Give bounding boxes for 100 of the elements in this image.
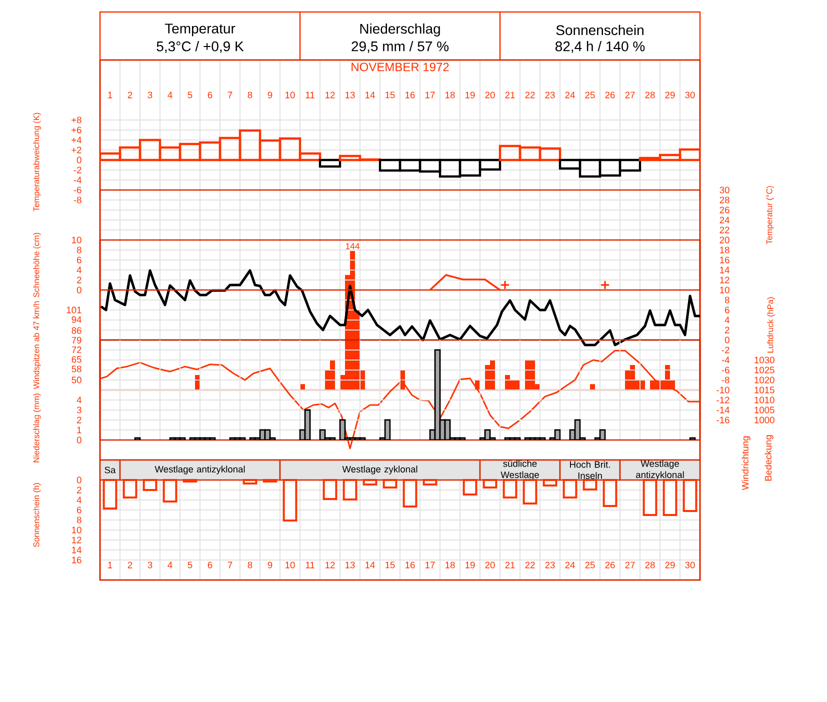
- y-tick-label: 2: [77, 416, 82, 424]
- y-tick-label: 0: [76, 436, 82, 444]
- x-tick-label: 22: [525, 562, 535, 568]
- bar: [462, 478, 478, 496]
- y-axis-title: Niederschlag (mm): [33, 394, 41, 462]
- y-tick-label: 79: [72, 336, 82, 344]
- text: 82,4 h / 140 %: [555, 41, 645, 53]
- x-tick-label: 13: [346, 92, 355, 98]
- y-tick-label: 2: [77, 486, 82, 494]
- y-axis-title: Sonnenschein (h): [33, 483, 41, 548]
- bar: [642, 478, 658, 516]
- y-tick-label: 4: [76, 496, 82, 504]
- y-tick-label: 3: [76, 406, 82, 414]
- band-label: Westlage antizyklonal: [154, 466, 245, 474]
- chart-title: NOVEMBER 1972: [352, 62, 449, 72]
- x-tick-label: 19: [466, 92, 475, 98]
- x-tick-label: 18: [446, 92, 455, 98]
- x-tick-label: 10: [286, 92, 295, 98]
- bar: [122, 478, 138, 498]
- bar: [402, 478, 418, 508]
- y2-tick-label: 1015: [754, 386, 774, 394]
- y-tick-label: +8: [72, 116, 82, 124]
- x-tick-label: 30: [685, 562, 695, 568]
- bar: [562, 478, 578, 498]
- x-tick-label: 25: [585, 562, 595, 568]
- y2-tick-label: -14: [716, 406, 730, 414]
- y2-tick-label: -16: [716, 416, 730, 424]
- y-tick-label: 4: [76, 396, 82, 404]
- y2-tick-label: 1025: [754, 366, 774, 374]
- y2-tick-label: 12: [720, 276, 730, 284]
- y2-tick-label: 6: [725, 306, 730, 314]
- y-tick-label: +6: [72, 126, 82, 134]
- y2-axis-title: Luftdruck (hPa): [767, 297, 775, 353]
- bar: [582, 478, 598, 490]
- y2-tick-label: 14: [720, 266, 730, 274]
- x-tick-label: 21: [505, 562, 515, 568]
- y2-tick-label: -6: [722, 366, 730, 374]
- y-axis-title: Temperaturabweichung (K): [33, 112, 41, 212]
- bar: [382, 478, 398, 488]
- bar: [482, 478, 498, 488]
- bar: [142, 478, 158, 491]
- bar: [422, 478, 438, 486]
- text: Temperatur: [164, 24, 236, 36]
- y-tick-label: 8: [76, 246, 82, 254]
- x-tick-label: 24: [565, 562, 575, 568]
- x-tick-label: 9: [268, 92, 272, 98]
- x-tick-label: 15: [386, 92, 395, 98]
- x-tick-label: 29: [665, 562, 675, 568]
- x-tick-label: 27: [625, 92, 635, 98]
- y-tick-label: +4: [72, 136, 82, 144]
- y2-tick-label: 8: [724, 296, 730, 304]
- y-tick-label: -4: [74, 176, 82, 184]
- y2-tick-label: 1020: [754, 376, 774, 384]
- y-tick-label: 72: [72, 346, 82, 354]
- y2-tick-label: 1000: [754, 416, 774, 424]
- y-tick-label: 4: [76, 266, 82, 274]
- bar: [602, 478, 618, 507]
- band-label: Westlage antizyklonal: [636, 460, 684, 480]
- x-tick-label: 22: [525, 92, 535, 98]
- x-tick-label: 3: [148, 92, 152, 98]
- bar: [502, 478, 518, 498]
- data-label: 144: [346, 243, 360, 250]
- x-tick-label: 1: [108, 562, 112, 568]
- y2-tick-label: -12: [716, 396, 730, 404]
- y2-tick-label: -10: [716, 386, 730, 394]
- y-tick-label: 58: [72, 366, 82, 372]
- x-tick-label: 25: [585, 92, 595, 98]
- x-tick-label: 9: [268, 562, 272, 568]
- x-tick-label: 23: [545, 92, 555, 98]
- bar: [662, 478, 678, 516]
- y-tick-label: 8: [76, 516, 82, 524]
- y-tick-label: 12: [72, 536, 82, 544]
- y-tick-label: -2: [74, 166, 82, 174]
- y-tick-label: 6: [77, 506, 82, 514]
- y-tick-label: 0: [76, 286, 82, 294]
- y-tick-label: 86: [72, 327, 82, 334]
- x-tick-label: 26: [605, 562, 615, 568]
- y-tick-label: 101: [66, 306, 82, 314]
- x-tick-label: 14: [366, 562, 375, 568]
- x-tick-label: 20: [485, 562, 495, 568]
- bar: [342, 478, 358, 500]
- x-tick-label: 23: [545, 562, 555, 568]
- x-tick-label: 26: [605, 92, 615, 98]
- y2-tick-label: -8: [722, 376, 730, 384]
- x-tick-label: 8: [248, 562, 252, 568]
- y-tick-label: 1: [77, 426, 82, 434]
- x-tick-label: 24: [565, 92, 575, 98]
- y2-tick-label: 18: [720, 246, 730, 254]
- y-tick-label: 50: [72, 376, 82, 384]
- y2-tick-label: -4: [722, 356, 730, 364]
- y2-tick-label: 0: [724, 336, 730, 344]
- band-label: Sa: [104, 466, 116, 474]
- y2-tick-label: 1005: [754, 406, 774, 414]
- text: Windrichtung: [742, 436, 750, 490]
- x-tick-label: 14: [366, 92, 375, 98]
- x-tick-label: 11: [306, 92, 314, 98]
- bar: [522, 478, 538, 504]
- x-tick-label: 29: [665, 92, 675, 98]
- x-tick-label: 13: [346, 562, 355, 568]
- y2-tick-label: 16: [720, 256, 730, 264]
